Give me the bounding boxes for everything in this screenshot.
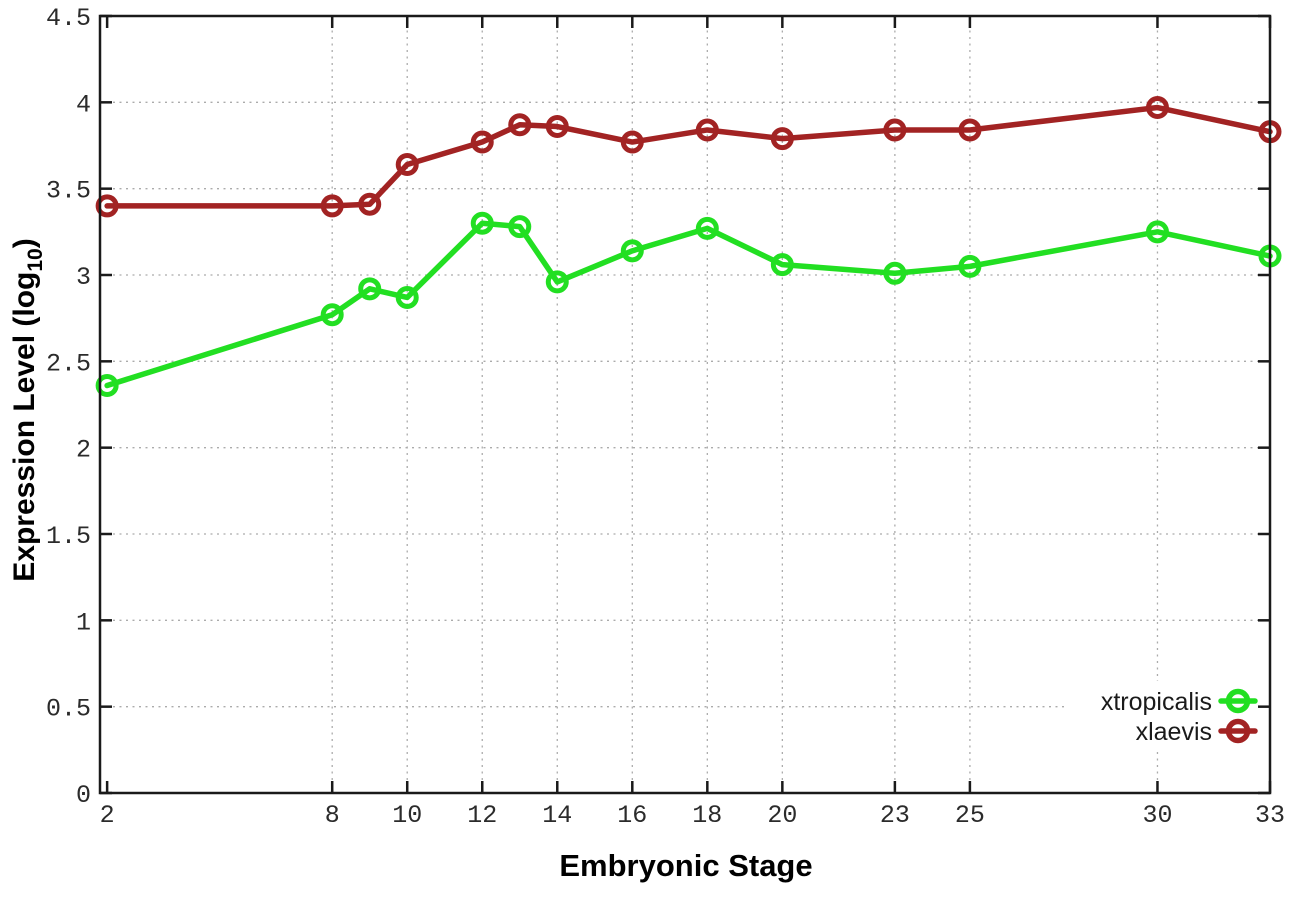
xtropicalis-marker [508, 215, 532, 239]
xlaevis-marker [95, 194, 119, 218]
legend-item-xlaevis: xlaevis [1136, 718, 1258, 746]
xlaevis-marker [770, 127, 794, 151]
xlaevis-marker [395, 152, 419, 176]
xtropicalis-marker [545, 270, 569, 294]
xtropicalis-marker [395, 285, 419, 309]
x-tick-label: 8 [325, 801, 340, 830]
xtropicalis-marker [320, 303, 344, 327]
xlaevis-marker [883, 118, 907, 142]
xlaevis-marker [695, 118, 719, 142]
x-tick-label: 30 [1142, 801, 1172, 830]
xtropicalis-marker [695, 216, 719, 240]
y-tick-label: 0 [76, 781, 91, 810]
xtropicalis-marker [95, 374, 119, 398]
series [95, 96, 1282, 398]
legend-item-xtropicalis: xtropicalis [1101, 688, 1258, 716]
y-tick-label: 2 [76, 436, 91, 465]
legend-marker-sample [1225, 688, 1251, 714]
xlaevis-marker [620, 130, 644, 154]
series-xlaevis [95, 96, 1282, 218]
y-tick-label: 4 [76, 90, 91, 119]
xtropicalis-marker [470, 211, 494, 235]
tick-labels: 2 8 10 12 14 16 18 20 23 25 30 33 0 0.5 1 1.5 2 2.5 3 3.5 4 4… [46, 4, 1285, 830]
x-tick-label: 2 [100, 801, 115, 830]
series-xtropicalis [95, 211, 1282, 398]
y-axis-title: Expression Level (log10) [8, 238, 47, 581]
axis-labels: Embryonic Stage Expression Level (log10) [8, 238, 813, 883]
x-tick-label: 10 [392, 801, 422, 830]
xtropicalis-marker [883, 261, 907, 285]
x-tick-label: 16 [617, 801, 647, 830]
x-tick-label: 23 [880, 801, 910, 830]
x-tick-label: 33 [1255, 801, 1285, 830]
x-tick-label: 25 [955, 801, 985, 830]
xtropicalis-marker [1145, 220, 1169, 244]
legend-marker-sample [1225, 718, 1251, 744]
y-tick-label: 1 [76, 608, 91, 637]
xtropicalis-marker [958, 254, 982, 278]
plot-border [98, 14, 1272, 795]
xtropicalis-marker [620, 239, 644, 263]
xlaevis-marker [1145, 96, 1169, 120]
x-tick-label: 20 [767, 801, 797, 830]
xtropicalis-marker [770, 253, 794, 277]
legend-label: xtropicalis [1101, 688, 1212, 716]
x-tick-label: 14 [542, 801, 572, 830]
x-tick-label: 18 [692, 801, 722, 830]
xlaevis-marker [958, 118, 982, 142]
x-axis-title: Embryonic Stage [559, 848, 812, 883]
xlaevis-marker [508, 113, 532, 137]
grid [100, 16, 1270, 793]
axes [98, 14, 1272, 795]
xlaevis-marker [358, 192, 382, 216]
xlaevis-marker [470, 130, 494, 154]
legend-label: xlaevis [1136, 718, 1212, 746]
y-tick-label: 3 [76, 263, 91, 292]
y-tick-label: 2.5 [46, 349, 91, 378]
y-tick-label: 1.5 [46, 522, 91, 551]
xlaevis-marker [320, 194, 344, 218]
xtropicalis-marker [358, 277, 382, 301]
x-tick-label: 12 [467, 801, 497, 830]
xtropicalis-line [104, 220, 1273, 389]
xlaevis-marker [545, 115, 569, 139]
y-tick-label: 4.5 [46, 4, 91, 33]
y-tick-label: 0.5 [46, 695, 91, 724]
y-tick-label: 3.5 [46, 177, 91, 206]
